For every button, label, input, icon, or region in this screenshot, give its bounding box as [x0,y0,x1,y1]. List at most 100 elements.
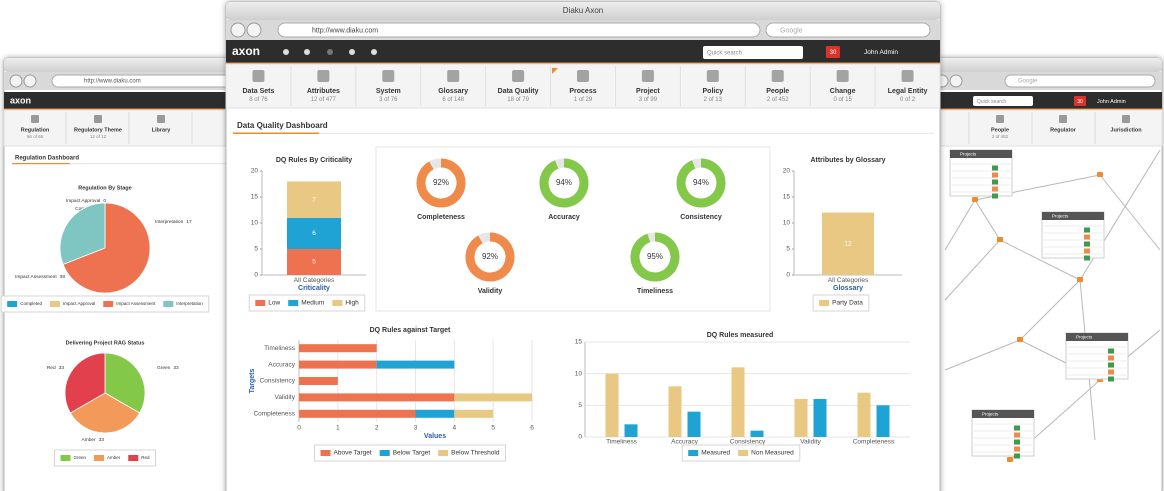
tab-icon [157,115,165,123]
search-field[interactable] [1004,74,1156,88]
tab-icon [317,70,330,82]
tab-label[interactable]: Jurisdiction [1110,127,1142,133]
bar [794,399,808,437]
legend-label: Amber [107,455,121,460]
user-name[interactable]: John Admin [864,49,898,56]
tab-icon [996,115,1004,123]
legend-swatch [60,455,71,461]
y-tick-label: 5 [254,246,258,253]
tab-label[interactable]: Library [152,127,172,133]
rag-cell [992,172,998,178]
y-tick-label: 10 [575,370,583,377]
legend-swatch [332,300,343,306]
forward-button[interactable] [949,74,963,88]
y-tick-label: 15 [575,339,583,346]
network-edge [974,199,1001,241]
rag-cell [1084,255,1090,261]
network-node [1007,457,1013,462]
legend-swatch [103,301,114,307]
dashboard-title: Regulation Dashboard [15,156,79,162]
legend-swatch [288,300,299,306]
title-underline [12,163,70,165]
y-tick-label: 10 [251,220,259,227]
tab-label[interactable]: Legal Entity [888,88,928,95]
quick-search[interactable] [703,46,803,59]
forward-button[interactable] [246,22,262,38]
search-field[interactable] [765,22,931,38]
tab-label[interactable]: Regulator [1050,127,1077,133]
back-button[interactable] [9,74,23,88]
tab-label[interactable]: System [376,88,401,95]
url-field[interactable] [51,74,243,88]
legend-swatch [163,301,174,307]
url-text: http://www.diaku.com [84,79,141,85]
tab-label[interactable]: Project [636,88,660,95]
slice-value: 33 [173,365,179,371]
project-table-title: Projects [1052,214,1069,219]
user-name[interactable]: John Admin [1097,99,1126,105]
chart-title: DQ Rules measured [707,332,774,339]
tab-label[interactable]: Process [569,88,596,95]
project-table-title: Projects [982,412,999,417]
donut-arc [416,158,466,208]
bar [624,424,638,437]
quick-search[interactable] [973,96,1033,106]
donut-label: Validity [478,288,503,295]
rag-cell [1108,362,1114,368]
project-table-header [950,150,1012,158]
nav-icon[interactable] [327,49,333,55]
nav-accent [930,108,1162,110]
tab-icon [1122,115,1130,123]
slice-label: Green 33 [157,365,179,371]
logo: axon [10,95,31,105]
tab-label[interactable]: People [991,127,1009,133]
legend-swatch [738,450,749,456]
legend-label: Non Measured [751,450,794,457]
donut-arc [539,158,589,208]
tab-label[interactable]: Data Quality [498,88,539,95]
bar-segment [454,393,532,402]
network-node [972,197,978,202]
rag-cell [1108,348,1114,354]
nav-accent [4,108,236,110]
nav-icon[interactable] [283,49,289,55]
data-label: 5 [312,259,316,266]
legend-label: Impact Approval [63,301,95,306]
donut-arc [676,158,726,208]
network-edge [944,239,1001,301]
nav-icon[interactable] [349,49,355,55]
forward-button[interactable] [23,74,37,88]
legend-label: Completed [20,301,42,306]
legend-box [314,444,506,462]
title-bar [226,2,940,20]
tab-label[interactable]: Glossary [438,88,468,95]
nav-icon[interactable] [371,49,377,55]
legend-swatch [128,455,139,461]
tab-count: 12 of 477 [311,97,337,103]
pie-slice [64,352,106,414]
y-tick-label: 5 [578,402,582,409]
legend-label: Interpretation [176,301,203,306]
y-tick-label: Validity [275,394,296,401]
nav-icon[interactable] [304,49,310,55]
tab-label[interactable]: Attributes [307,88,340,95]
tab-count: 2 of 13 [704,97,723,103]
bar-segment [299,393,455,402]
tab-bar [3,109,237,147]
tab-label[interactable]: Regulatory Theme [74,127,122,133]
tab-label[interactable]: Regulation [21,127,50,133]
chart-title: Delivering Project RAG Status [66,340,145,346]
tab-label[interactable]: Policy [703,88,724,95]
back-button[interactable] [230,22,246,38]
rag-cell [992,186,998,192]
slice-value: 0 [103,198,106,204]
rag-cell [1014,446,1020,452]
tab-label[interactable]: People [766,88,789,95]
tab-label[interactable]: Change [830,88,856,95]
url-field[interactable] [277,22,761,38]
tab-label[interactable]: Data Sets [243,88,275,95]
legend-box [53,449,157,467]
tab-icon [31,115,39,123]
y-tick-label: Completeness [253,411,295,418]
